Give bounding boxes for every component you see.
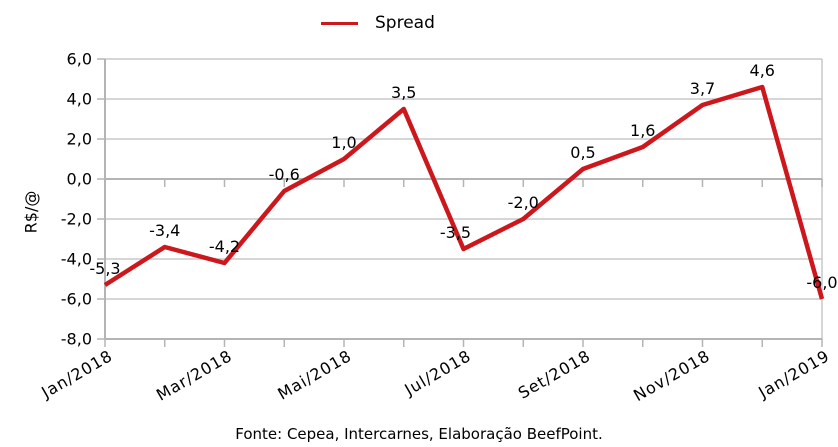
y-tick-label: 2,0 — [67, 130, 92, 149]
data-label: -0,6 — [269, 165, 300, 184]
x-tick-label: Jan/2019 — [754, 346, 833, 402]
data-label: -5,3 — [89, 259, 120, 278]
legend-line-swatch — [321, 21, 358, 25]
data-label: 1,6 — [630, 121, 655, 140]
data-label: 3,7 — [690, 79, 715, 98]
x-axis-tick-labels: Jan/2018 Mar/2018 Mai/2018 Jul/2018 Set/2018… — [37, 346, 833, 405]
data-labels: -5,3 -3,4 -4,2 -0,6 1,0 3,5 -3,5 -2,0 0,5 1,6 3,7 4… — [89, 61, 837, 292]
y-tick-label: -8,0 — [61, 330, 92, 349]
x-tick-label: Set/2018 — [515, 346, 594, 403]
data-label: 0,5 — [570, 143, 595, 162]
x-tick-label: Jan/2018 — [37, 346, 116, 402]
source-note: Fonte: Cepea, Intercarnes, Elaboração Be… — [235, 425, 603, 443]
x-tick-label: Mai/2018 — [274, 346, 355, 404]
tick-marks — [97, 58, 823, 347]
x-tick-label: Mar/2018 — [153, 346, 236, 405]
y-tick-label: -4,0 — [61, 250, 92, 269]
data-label: 4,6 — [750, 61, 775, 80]
data-label: 3,5 — [391, 83, 416, 102]
y-tick-label: 0,0 — [67, 170, 92, 189]
y-tick-label: 4,0 — [67, 90, 92, 109]
legend-series-label: Spread — [375, 13, 435, 33]
y-tick-label: -2,0 — [61, 210, 92, 229]
data-label: -3,4 — [149, 221, 180, 240]
x-tick-label: Jul/2018 — [401, 346, 475, 400]
data-label: -3,5 — [440, 223, 471, 242]
data-label: -4,2 — [209, 237, 240, 256]
data-label: 1,0 — [331, 133, 356, 152]
data-label: -2,0 — [508, 193, 539, 212]
x-tick-label: Nov/2018 — [630, 346, 713, 405]
spread-line — [103, 84, 825, 300]
y-axis-tick-labels: 6,0 4,0 2,0 0,0 -2,0 -4,0 -6,0 -8,0 — [61, 50, 92, 349]
y-tick-label: 6,0 — [67, 50, 92, 69]
legend: Spread — [321, 13, 435, 33]
y-tick-label: -6,0 — [61, 290, 92, 309]
data-label: -6,0 — [806, 273, 837, 292]
y-axis-title: R$/@ — [21, 190, 41, 234]
